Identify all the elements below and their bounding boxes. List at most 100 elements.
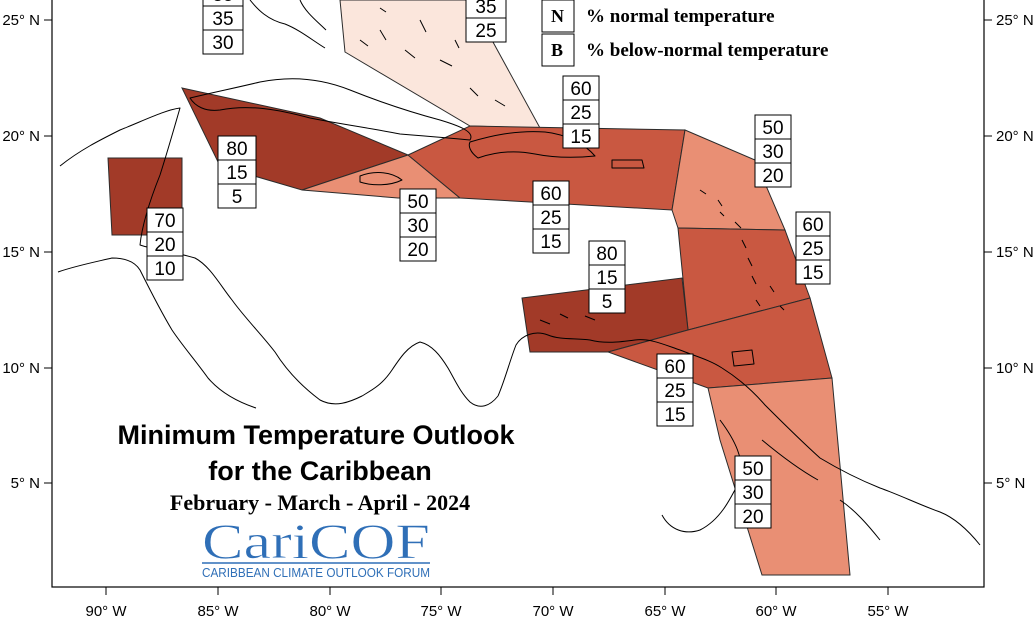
prob-value: 20	[762, 166, 783, 187]
prob-value: 20	[154, 235, 175, 256]
prob-box-guianas: 50 30 20	[734, 455, 772, 529]
prob-value: 20	[742, 507, 763, 528]
prob-value: 35	[212, 9, 233, 30]
prob-cell	[795, 211, 831, 237]
prob-value: 30	[762, 142, 783, 163]
prob-cell	[465, 17, 507, 43]
prob-value: 80	[226, 139, 247, 160]
y-tick-label: 5° N	[11, 475, 40, 492]
prob-value: 10	[154, 259, 175, 280]
prob-cell	[656, 353, 694, 379]
prob-value: 60	[570, 79, 591, 100]
prob-box-belize: 70 20 10	[146, 207, 184, 281]
caricof-logo: CariCOF CARIBBEAN CLIMATE OUTLOOK FORUM	[202, 513, 431, 580]
prob-cell	[562, 75, 600, 101]
prob-cell	[532, 228, 570, 254]
prob-value: 25	[570, 103, 591, 124]
prob-value: 30	[742, 483, 763, 504]
prob-cell	[399, 212, 437, 238]
prob-cell	[588, 240, 626, 266]
prob-value: 15	[226, 163, 247, 184]
prob-cell	[399, 188, 437, 214]
x-tick-label: 60° W	[755, 603, 797, 620]
logo-tagline: CARIBBEAN CLIMATE OUTLOOK FORUM	[202, 566, 430, 580]
prob-cell	[795, 259, 831, 285]
prob-box-trinidad-tobago: 60 25 15	[656, 353, 694, 427]
prob-cell	[754, 162, 792, 188]
prob-cell	[734, 455, 772, 481]
y-tick-label: 15° N	[996, 244, 1034, 261]
prob-value: 30	[407, 216, 428, 237]
y-axis-left: 25° N 20° N 15° N 10° N 5° N	[2, 12, 52, 492]
y-tick-label: 25° N	[996, 12, 1034, 29]
prob-value: 25	[540, 208, 561, 229]
prob-cell	[795, 235, 831, 261]
prob-value: 50	[742, 459, 763, 480]
prob-box-cuba-west: 80 15 5	[217, 135, 257, 209]
prob-value: 35	[212, 0, 233, 6]
prob-cell	[399, 236, 437, 262]
prob-value: 5	[232, 187, 243, 208]
prob-value: 25	[475, 21, 496, 42]
y-tick-label: 20° N	[996, 128, 1034, 145]
prob-cell	[734, 503, 772, 529]
prob-value: 15	[664, 405, 685, 426]
prob-value: 25	[664, 381, 685, 402]
prob-cell	[217, 183, 257, 209]
prob-value: 60	[664, 357, 685, 378]
prob-cell	[656, 401, 694, 427]
y-tick-label: 25° N	[2, 12, 40, 29]
prob-value: 30	[212, 33, 233, 54]
coastlines	[57, 0, 981, 546]
legend-key-normal-letter: N	[551, 6, 564, 26]
legend-key-below-letter: B	[551, 40, 563, 60]
outlook-regions	[107, 0, 851, 576]
x-tick-label: 90° W	[85, 603, 127, 620]
prob-value: 60	[540, 184, 561, 205]
prob-cell	[202, 29, 244, 55]
probability-boxes: 3525353530602515801557020105030206025155…	[146, 0, 831, 529]
prob-box-hispaniola: 60 25 15	[562, 75, 600, 149]
prob-value: 50	[762, 118, 783, 139]
prob-cell	[562, 99, 600, 125]
y-tick-label: 10° N	[2, 360, 40, 377]
prob-value: 15	[570, 127, 591, 148]
prob-cell	[146, 255, 184, 281]
prob-value: 50	[407, 192, 428, 213]
prob-box-windward-islands: 60 25 15	[795, 211, 831, 285]
logo-name: CariCOF	[202, 513, 430, 569]
prob-value: 15	[596, 268, 617, 289]
prob-value: 35	[475, 0, 496, 18]
season-label: February - March - April - 2024	[170, 490, 470, 515]
prob-cell	[532, 204, 570, 230]
prob-value: 20	[407, 240, 428, 261]
prob-cell	[202, 5, 244, 31]
prob-cell	[146, 231, 184, 257]
x-tick-label: 55° W	[867, 603, 909, 620]
legend-normal-text: % normal temperature	[586, 6, 775, 27]
title-line-2: for the Caribbean	[208, 456, 432, 486]
x-tick-label: 80° W	[309, 603, 351, 620]
prob-value: 70	[154, 211, 175, 232]
prob-cell	[656, 377, 694, 403]
x-tick-label: 65° W	[644, 603, 686, 620]
legend-key-normal: N	[541, 0, 575, 33]
prob-box-abc-islands: 80 15 5	[588, 240, 626, 314]
y-tick-label: 10° N	[996, 360, 1034, 377]
prob-cell	[217, 159, 257, 185]
x-tick-label: 70° W	[532, 603, 574, 620]
x-tick-label: 75° W	[420, 603, 462, 620]
prob-cell	[588, 288, 626, 314]
prob-value: 15	[802, 263, 823, 284]
x-axis: 90° W 85° W 80° W 75° W 70° W 65° W 60° W 55° W	[85, 587, 909, 620]
x-tick-label: 85° W	[197, 603, 239, 620]
prob-box-puerto-rico: 60 25 15	[532, 180, 570, 254]
title-line-1: Minimum Temperature Outlook	[117, 420, 515, 450]
legend-below-text: % below-normal temperature	[586, 40, 828, 61]
legend-key-below: B	[541, 33, 575, 67]
prob-cell	[562, 123, 600, 149]
prob-value: 25	[802, 239, 823, 260]
prob-box-cuba-upper-label: 35 35 30	[202, 0, 244, 55]
prob-cell	[754, 114, 792, 140]
